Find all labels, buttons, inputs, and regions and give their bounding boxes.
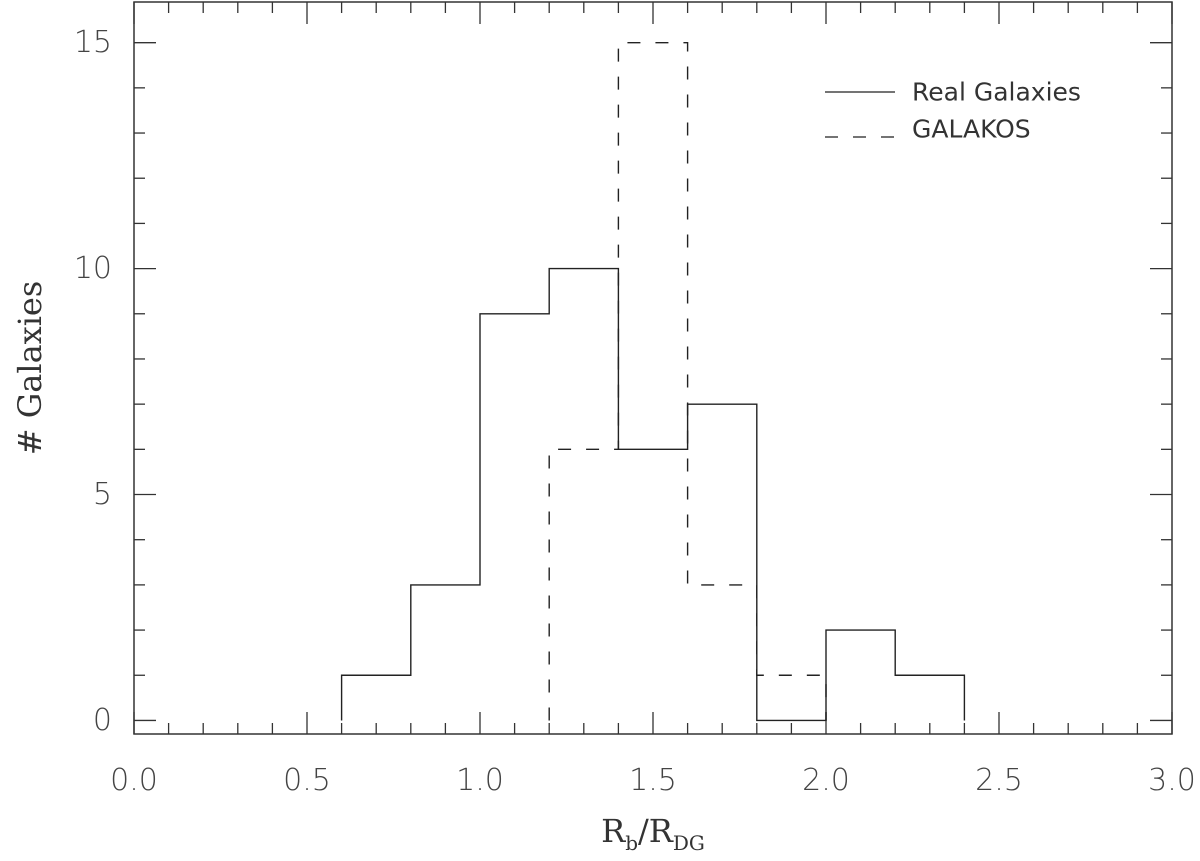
x-axis-label-sub-dg: DG xyxy=(673,831,705,855)
y-tick-label: 5 xyxy=(93,477,112,512)
axis-ticks xyxy=(133,2,1173,734)
y-tick-label: 10 xyxy=(74,251,112,286)
x-axis-label-main: R xyxy=(601,812,626,850)
x-tick-label: 1.5 xyxy=(629,763,677,798)
x-axis-label: Rb/RDG xyxy=(601,812,705,855)
tick-labels: 0.0 0.5 1.0 1.5 2.0 2.5 3.0 0 5 10 15 xyxy=(74,25,1196,798)
y-tick-label: 15 xyxy=(74,25,112,60)
y-tick-label: 0 xyxy=(93,703,112,738)
legend: Real Galaxies GALAKOS xyxy=(825,78,1081,144)
x-tick-label: 0.5 xyxy=(283,763,331,798)
y-axis-label: # Galaxies xyxy=(11,281,49,456)
legend-label-galakos: GALAKOS xyxy=(912,115,1031,144)
series-galakos xyxy=(548,41,827,721)
x-tick-label: 2.5 xyxy=(975,763,1023,798)
x-tick-label: 0.0 xyxy=(110,763,158,798)
x-tick-label: 3.0 xyxy=(1148,763,1196,798)
series-real-galaxies xyxy=(340,267,966,722)
plot-frame xyxy=(133,1,1173,735)
x-tick-label: 2.0 xyxy=(802,763,850,798)
x-axis-label-sub-b: b xyxy=(625,831,638,855)
series-group xyxy=(340,41,966,722)
legend-label-real-galaxies: Real Galaxies xyxy=(912,78,1081,107)
x-axis-label-sep: /R xyxy=(638,812,674,850)
x-tick-label: 1.0 xyxy=(456,763,504,798)
